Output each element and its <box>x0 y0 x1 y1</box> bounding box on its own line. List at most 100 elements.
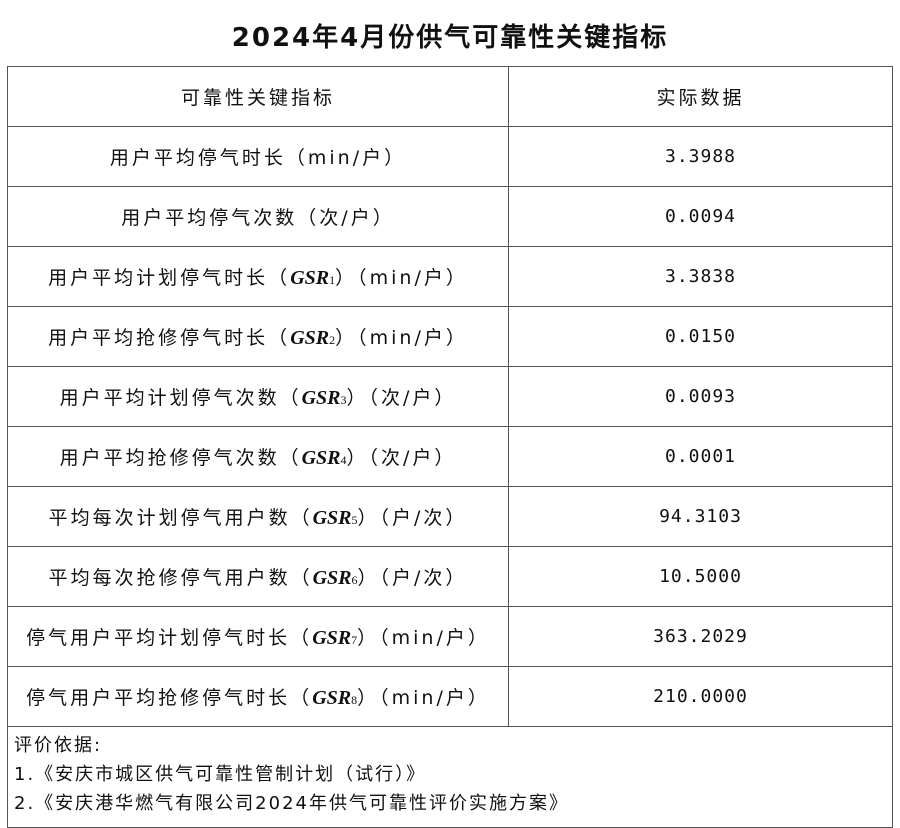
table-row: 用户平均抢修停气次数（GSR4）（次/户） 0.0001 <box>7 426 893 487</box>
indicator-cell: 用户平均停气时长（min/户） <box>7 126 509 187</box>
indicator-label: 用户平均抢修停气时长 <box>48 327 269 349</box>
gsr-subscript: 4 <box>340 453 347 467</box>
indicator-unit: （min/户） <box>379 687 490 709</box>
indicator-cell: 停气用户平均计划停气时长（GSR7）（min/户） <box>7 606 509 667</box>
indicator-cell: 平均每次抢修停气用户数（GSR6）（户/次） <box>7 546 509 607</box>
footer-row: 评价依据: 1.《安庆市城区供气可靠性管制计划（试行）》 2.《安庆港华燃气有限公司… <box>7 726 893 828</box>
indicator-unit: （min/户） <box>357 267 468 289</box>
indicator-unit: （min/户） <box>357 327 468 349</box>
indicator-unit: （次/户） <box>368 447 457 469</box>
value-cell: 10.5000 <box>508 546 893 607</box>
indicator-unit: （户/次） <box>379 567 468 589</box>
header-value: 实际数据 <box>508 66 893 127</box>
basis-item: 1.《安庆市城区供气可靠性管制计划（试行）》 <box>14 764 427 785</box>
paren: （ <box>268 267 291 289</box>
gsr-text: GSR <box>301 447 341 469</box>
gsr-text: GSR <box>312 567 352 589</box>
paren: （ <box>290 627 313 649</box>
indicator-label: 停气用户平均抢修停气时长 <box>26 687 291 709</box>
gsr-code: GSR1 <box>290 267 335 289</box>
paren: ） <box>346 387 369 409</box>
indicator-cell: 用户平均抢修停气时长（GSR2）（min/户） <box>7 306 509 367</box>
paren: ） <box>357 687 380 709</box>
reliability-table: 可靠性关键指标 实际数据 用户平均停气时长（min/户） 3.3988 用户平均停气… <box>7 66 893 828</box>
indicator-cell: 平均每次计划停气用户数（GSR5）（户/次） <box>7 486 509 547</box>
table-row: 用户平均停气时长（min/户） 3.3988 <box>7 126 893 187</box>
value-cell: 94.3103 <box>508 486 893 547</box>
gsr-text: GSR <box>312 507 352 529</box>
basis-heading: 评价依据: <box>14 735 103 756</box>
indicator-label: 平均每次计划停气用户数 <box>48 507 291 529</box>
paren: （ <box>268 327 291 349</box>
indicator-cell: 用户平均停气次数（次/户） <box>7 186 509 247</box>
indicator-label: 用户平均停气次数 <box>121 207 298 229</box>
paren: ） <box>357 507 380 529</box>
page-title: 2024年4月份供气可靠性关键指标 <box>231 23 669 53</box>
table-row: 用户平均停气次数（次/户） 0.0094 <box>7 186 893 247</box>
table-row: 平均每次计划停气用户数（GSR5）（户/次） 94.3103 <box>7 486 893 547</box>
table-row: 停气用户平均计划停气时长（GSR7）（min/户） 363.2029 <box>7 606 893 667</box>
table-row: 用户平均计划停气次数（GSR3）（次/户） 0.0093 <box>7 366 893 427</box>
indicator-unit: （min/户） <box>379 627 490 649</box>
paren: ） <box>346 447 369 469</box>
value-cell: 3.3988 <box>508 126 893 187</box>
value-cell: 0.0001 <box>508 426 893 487</box>
table-row: 用户平均抢修停气时长（GSR2）（min/户） 0.0150 <box>7 306 893 367</box>
indicator-unit: （min/户） <box>285 147 407 169</box>
gsr-subscript: 2 <box>329 333 336 347</box>
evaluation-basis: 评价依据: 1.《安庆市城区供气可靠性管制计划（试行）》 2.《安庆港华燃气有限公司… <box>7 726 893 828</box>
paren: （ <box>290 567 313 589</box>
gsr-text: GSR <box>312 687 352 709</box>
gsr-subscript: 3 <box>340 393 347 407</box>
gsr-subscript: 1 <box>329 273 336 287</box>
indicator-unit: （户/次） <box>379 507 468 529</box>
gsr-code: GSR6 <box>313 567 358 589</box>
gsr-subscript: 7 <box>351 633 358 647</box>
indicator-label: 平均每次抢修停气用户数 <box>48 567 291 589</box>
gsr-code: GSR8 <box>312 687 357 709</box>
indicator-unit: （次/户） <box>297 207 395 229</box>
table-row: 停气用户平均抢修停气时长（GSR8）（min/户） 210.0000 <box>7 666 893 727</box>
value-cell: 363.2029 <box>508 606 893 667</box>
indicator-unit: （次/户） <box>368 387 457 409</box>
gsr-subscript: 5 <box>351 513 358 527</box>
gsr-subscript: 8 <box>351 693 358 707</box>
gsr-text: GSR <box>290 327 330 349</box>
indicator-cell: 停气用户平均抢修停气时长（GSR8）（min/户） <box>7 666 509 727</box>
header-indicator: 可靠性关键指标 <box>7 66 509 127</box>
paren: （ <box>279 387 302 409</box>
indicator-label: 用户平均计划停气时长 <box>48 267 269 289</box>
paren: ） <box>357 567 380 589</box>
basis-item: 2.《安庆港华燃气有限公司2024年供气可靠性评价实施方案》 <box>14 793 569 814</box>
indicator-label: 用户平均抢修停气次数 <box>59 447 280 469</box>
gsr-code: GSR4 <box>302 447 347 469</box>
indicator-label: 用户平均停气时长 <box>109 147 286 169</box>
paren: （ <box>279 447 302 469</box>
gsr-code: GSR5 <box>313 507 358 529</box>
gsr-code: GSR2 <box>290 327 335 349</box>
value-cell: 0.0093 <box>508 366 893 427</box>
gsr-text: GSR <box>290 267 330 289</box>
paren: （ <box>290 687 313 709</box>
table-row: 用户平均计划停气时长（GSR1）（min/户） 3.3838 <box>7 246 893 307</box>
indicator-cell: 用户平均抢修停气次数（GSR4）（次/户） <box>7 426 509 487</box>
value-cell: 210.0000 <box>508 666 893 727</box>
header-row: 可靠性关键指标 实际数据 <box>7 66 893 127</box>
gsr-code: GSR7 <box>312 627 357 649</box>
table-row: 平均每次抢修停气用户数（GSR6）（户/次） 10.5000 <box>7 546 893 607</box>
gsr-code: GSR3 <box>302 387 347 409</box>
value-cell: 0.0150 <box>508 306 893 367</box>
indicator-label: 停气用户平均计划停气时长 <box>26 627 291 649</box>
gsr-text: GSR <box>312 627 352 649</box>
paren: ） <box>335 267 358 289</box>
gsr-subscript: 6 <box>351 573 358 587</box>
indicator-label: 用户平均计划停气次数 <box>59 387 280 409</box>
value-cell: 0.0094 <box>508 186 893 247</box>
paren: （ <box>290 507 313 529</box>
indicator-cell: 用户平均计划停气次数（GSR3）（次/户） <box>7 366 509 427</box>
value-cell: 3.3838 <box>508 246 893 307</box>
gsr-text: GSR <box>301 387 341 409</box>
paren: ） <box>357 627 380 649</box>
paren: ） <box>335 327 358 349</box>
indicator-cell: 用户平均计划停气时长（GSR1）（min/户） <box>7 246 509 307</box>
